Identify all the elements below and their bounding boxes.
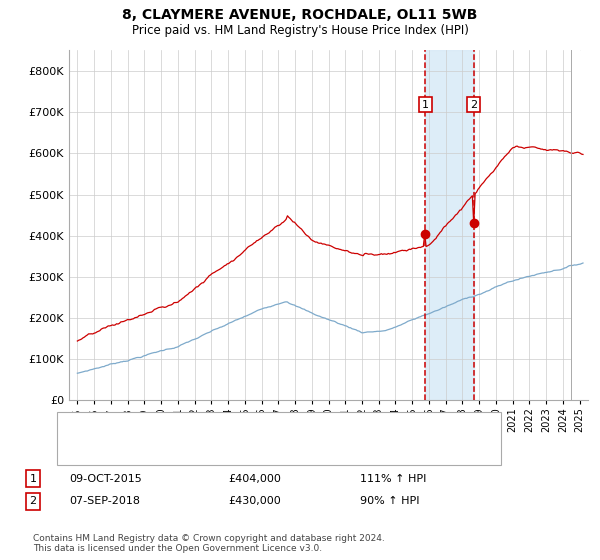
- Bar: [571, 50, 600, 400]
- Text: £430,000: £430,000: [228, 496, 281, 506]
- Text: 1: 1: [29, 474, 37, 484]
- Text: 90% ↑ HPI: 90% ↑ HPI: [360, 496, 419, 506]
- Text: 09-OCT-2015: 09-OCT-2015: [69, 474, 142, 484]
- Text: ——: ——: [75, 437, 100, 450]
- Text: 111% ↑ HPI: 111% ↑ HPI: [360, 474, 427, 484]
- Text: £404,000: £404,000: [228, 474, 281, 484]
- Text: 1: 1: [422, 100, 429, 110]
- Text: HPI: Average price, detached house, Rochdale: HPI: Average price, detached house, Roch…: [108, 438, 349, 449]
- Text: 07-SEP-2018: 07-SEP-2018: [69, 496, 140, 506]
- Text: 8, CLAYMERE AVENUE, ROCHDALE, OL11 5WB: 8, CLAYMERE AVENUE, ROCHDALE, OL11 5WB: [122, 8, 478, 22]
- Text: Contains HM Land Registry data © Crown copyright and database right 2024.
This d: Contains HM Land Registry data © Crown c…: [33, 534, 385, 553]
- Text: Price paid vs. HM Land Registry's House Price Index (HPI): Price paid vs. HM Land Registry's House …: [131, 24, 469, 36]
- Text: 2: 2: [470, 100, 478, 110]
- Bar: [425, 50, 474, 400]
- Text: 2: 2: [29, 496, 37, 506]
- Text: 8, CLAYMERE AVENUE, ROCHDALE, OL11 5WB (detached house): 8, CLAYMERE AVENUE, ROCHDALE, OL11 5WB (…: [108, 419, 442, 430]
- Text: ——: ——: [75, 418, 100, 431]
